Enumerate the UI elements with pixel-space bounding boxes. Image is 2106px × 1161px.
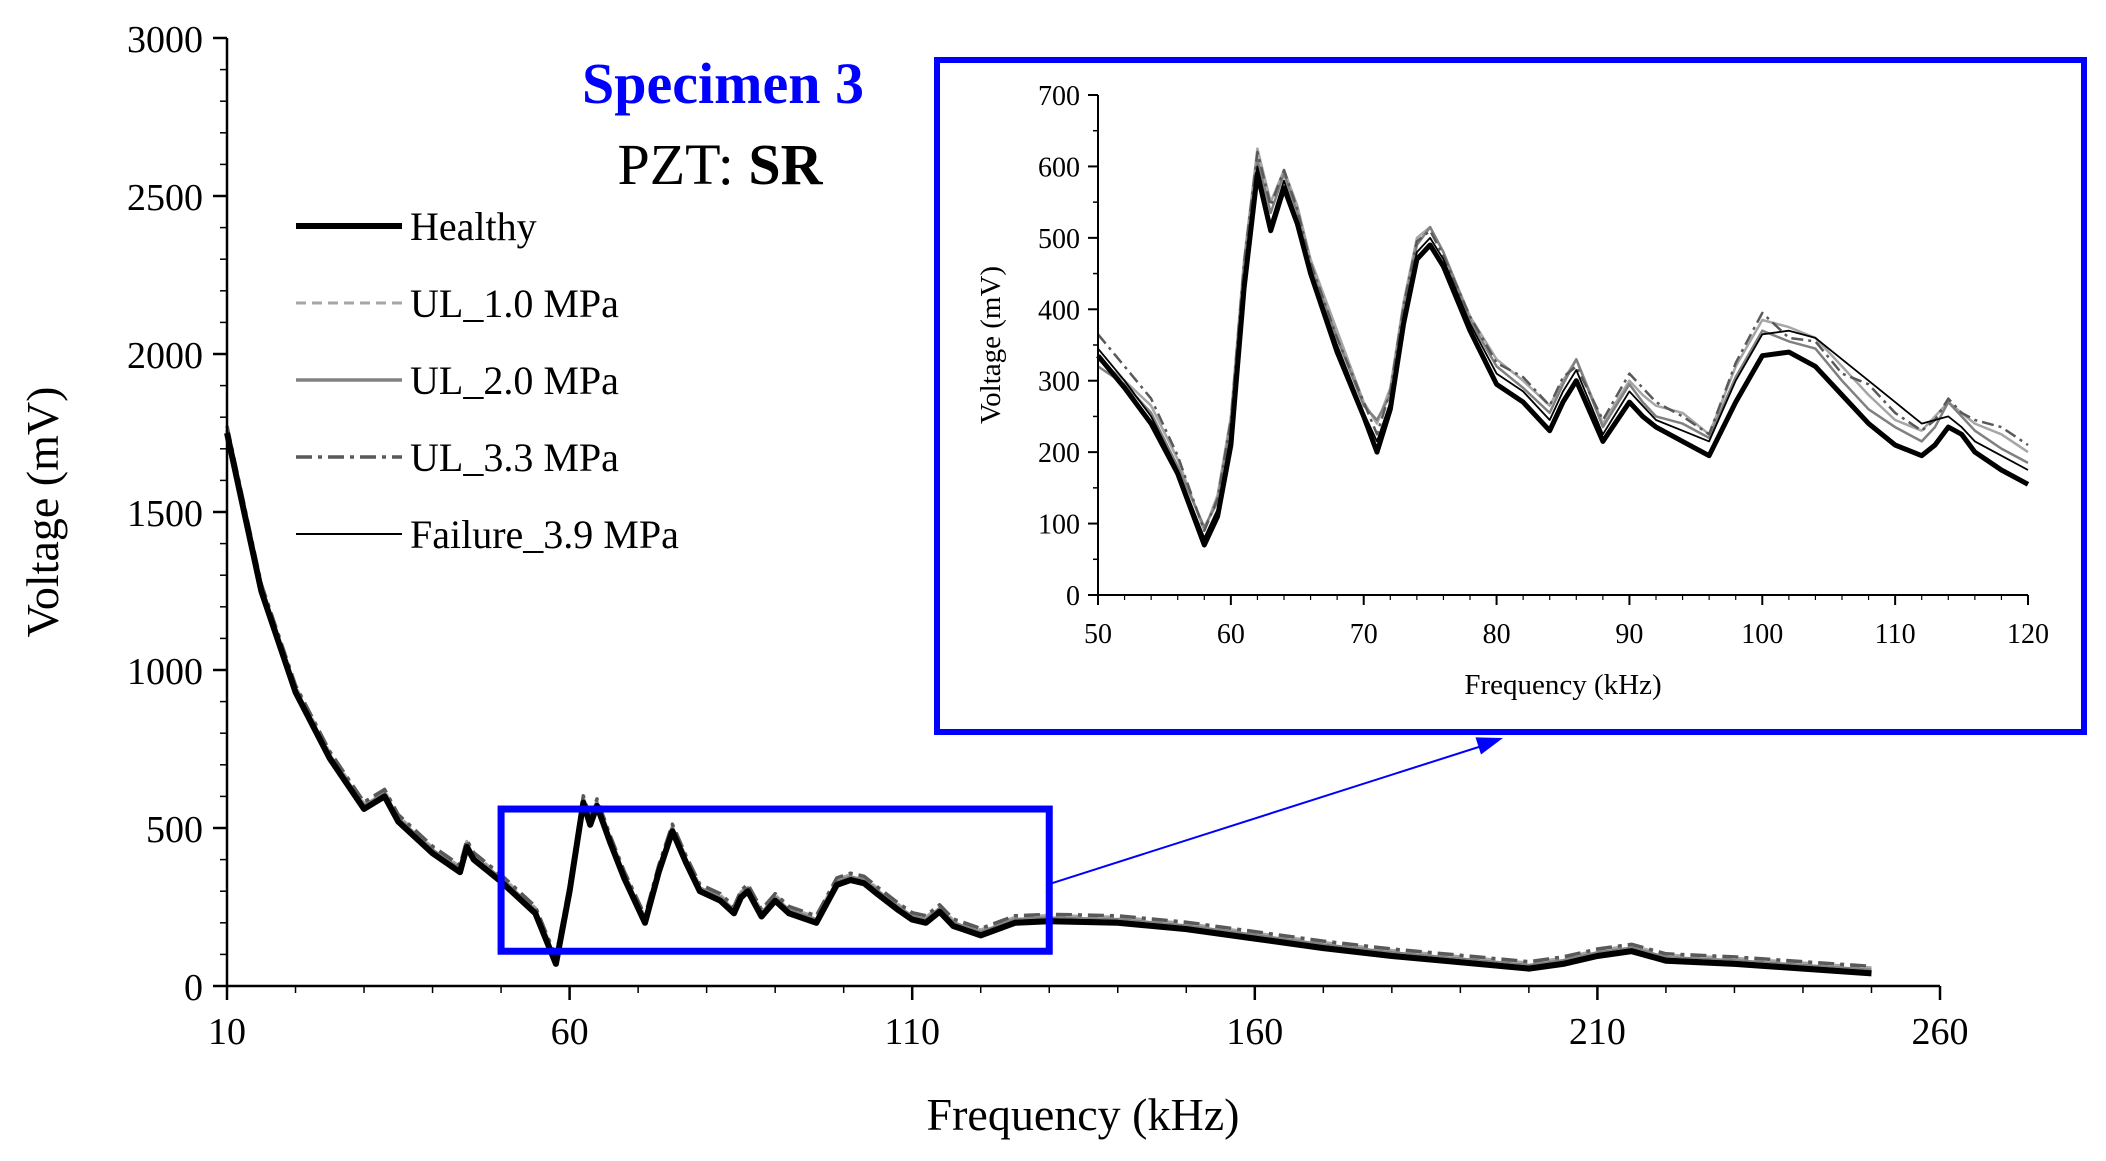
main-y-tick-label: 3000 — [127, 19, 203, 61]
inset-x-tick-label: 120 — [2007, 619, 2049, 650]
inset-x-tick-label: 70 — [1350, 619, 1378, 650]
main-series-ul-3 — [225, 425, 1872, 969]
main-x-tick-label: 110 — [884, 1011, 940, 1053]
inset-x-tick-label: 80 — [1483, 619, 1511, 650]
inset-y-tick-label: 400 — [1038, 295, 1080, 326]
main-y-tick-label: 2000 — [127, 335, 203, 377]
legend-label: UL_2.0 MPa — [410, 358, 619, 403]
inset-y-axis: 0 100 200 300 400 500 600 700 — [1038, 81, 1098, 612]
main-x-axis: 10 60 110 160 210 260 — [208, 986, 1969, 1053]
inset-x-tick-label: 90 — [1615, 619, 1643, 650]
inset-chart: 0 100 200 300 400 500 600 700 50 60 70 80 90 100 110 1… — [934, 57, 2087, 735]
inset-x-tick-label: 100 — [1741, 619, 1783, 650]
inset-y-tick-label: 0 — [1066, 581, 1080, 612]
main-y-axis: 0 500 1000 1500 2000 2500 3000 — [127, 19, 227, 1009]
inset-series-group — [1096, 147, 2030, 548]
main-y-tick-label: 0 — [184, 967, 203, 1009]
legend-label: UL_1.0 MPa — [410, 281, 619, 326]
zoom-region-box — [497, 805, 1053, 955]
main-series-group — [224, 425, 1872, 977]
main-y-axis-label: Voltage (mV) — [17, 387, 68, 638]
zoom-callout-arrowhead — [1475, 737, 1503, 755]
inset-x-tick-label: 50 — [1084, 619, 1112, 650]
pzt-value: SR — [748, 132, 823, 197]
main-x-tick-label: 60 — [551, 1011, 589, 1053]
inset-x-axis-label: Frequency (kHz) — [1464, 669, 1661, 701]
inset-y-tick-label: 200 — [1038, 438, 1080, 469]
legend-label: Healthy — [410, 204, 537, 249]
legend-label: Failure_3.9 MPa — [410, 512, 679, 557]
inset-x-tick-label: 60 — [1217, 619, 1245, 650]
inset-y-tick-label: 100 — [1038, 510, 1080, 541]
inset-y-tick-label: 500 — [1038, 224, 1080, 255]
main-x-axis-label: Frequency (kHz) — [927, 1089, 1240, 1140]
inset-y-tick-label: 300 — [1038, 367, 1080, 398]
inset-y-tick-label: 600 — [1038, 152, 1080, 183]
legend-label: UL_3.3 MPa — [410, 435, 619, 480]
main-series-healthy — [224, 432, 1872, 977]
inset-y-axis-label: Voltage (mV) — [975, 266, 1007, 424]
main-x-tick-label: 10 — [208, 1011, 246, 1053]
inset-x-axis: 50 60 70 80 90 100 110 120 — [1084, 595, 2049, 650]
inset-x-tick-label: 110 — [1875, 619, 1916, 650]
inset-series-ul-3 — [1097, 150, 2029, 532]
main-y-tick-label: 1500 — [127, 493, 203, 535]
main-y-tick-label: 500 — [146, 809, 203, 851]
main-y-tick-label: 1000 — [127, 651, 203, 693]
main-x-tick-label: 210 — [1569, 1011, 1626, 1053]
main-x-tick-label: 160 — [1226, 1011, 1283, 1053]
inset-series-healthy — [1096, 171, 2030, 548]
specimen-title: Specimen 3 — [582, 51, 864, 116]
legend: Healthy UL_1.0 MPa UL_2.0 MPa UL_3.3 MPa Fai… — [296, 204, 679, 557]
pzt-prefix: PZT: — [618, 132, 749, 197]
main-y-tick-label: 2500 — [127, 177, 203, 219]
main-x-tick-label: 260 — [1912, 1011, 1969, 1053]
inset-y-tick-label: 700 — [1038, 81, 1080, 112]
pzt-label: PZT: SR — [618, 132, 824, 197]
zoom-callout-arrow — [1048, 744, 1486, 885]
